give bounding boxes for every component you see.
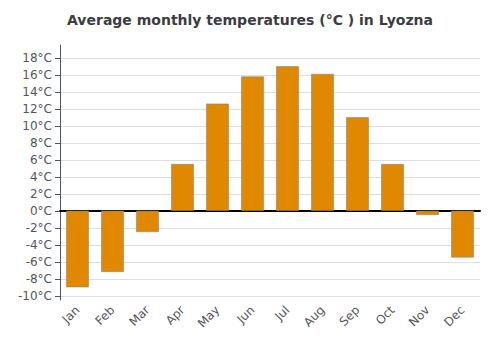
svg-text:16°C: 16°C: [22, 68, 52, 82]
svg-text:12°C: 12°C: [22, 102, 52, 116]
svg-text:Mar: Mar: [127, 303, 153, 329]
svg-text:14°C: 14°C: [22, 85, 52, 99]
svg-text:6°C: 6°C: [30, 153, 52, 167]
svg-text:Apr: Apr: [163, 303, 188, 328]
svg-text:18°C: 18°C: [22, 51, 52, 65]
svg-text:10°C: 10°C: [22, 119, 52, 133]
svg-text:Dec: Dec: [441, 303, 467, 329]
svg-text:Aug: Aug: [301, 303, 327, 329]
svg-text:8°C: 8°C: [30, 136, 52, 150]
svg-text:-4°C: -4°C: [26, 238, 52, 252]
svg-text:May: May: [195, 303, 222, 330]
svg-text:Nov: Nov: [406, 303, 432, 329]
svg-text:-10°C: -10°C: [18, 289, 52, 303]
svg-text:Sep: Sep: [337, 303, 363, 329]
svg-text:-2°C: -2°C: [26, 221, 52, 235]
svg-text:Jul: Jul: [272, 303, 293, 324]
svg-text:Oct: Oct: [373, 303, 398, 328]
svg-text:-6°C: -6°C: [26, 255, 52, 269]
svg-text:Average monthly temperatures (: Average monthly temperatures (°C ) in Ly…: [67, 12, 433, 28]
svg-text:Jun: Jun: [234, 303, 258, 327]
svg-text:Jan: Jan: [59, 303, 83, 327]
svg-text:2°C: 2°C: [30, 187, 52, 201]
svg-text:0°C: 0°C: [30, 204, 52, 218]
svg-text:Feb: Feb: [93, 303, 118, 328]
svg-text:-8°C: -8°C: [26, 272, 52, 286]
svg-text:4°C: 4°C: [30, 170, 52, 184]
